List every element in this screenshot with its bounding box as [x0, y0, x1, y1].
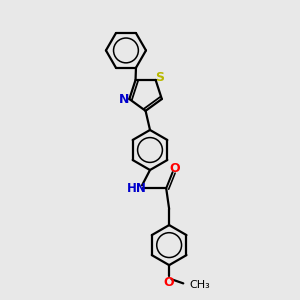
- Text: O: O: [170, 162, 180, 175]
- Text: N: N: [119, 92, 130, 106]
- Text: HN: HN: [127, 182, 147, 195]
- Text: CH₃: CH₃: [190, 280, 211, 290]
- Text: O: O: [164, 276, 175, 289]
- Text: S: S: [155, 71, 164, 84]
